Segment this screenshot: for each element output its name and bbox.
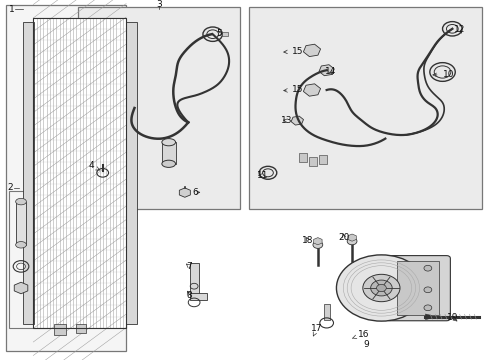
Text: 1: 1 (9, 4, 15, 13)
Bar (222, 32, 228, 36)
Circle shape (370, 280, 391, 296)
Circle shape (259, 166, 276, 179)
Ellipse shape (16, 242, 26, 248)
FancyBboxPatch shape (386, 256, 449, 321)
Text: 19: 19 (447, 313, 458, 323)
Polygon shape (425, 314, 430, 320)
Bar (23, 22, 34, 324)
Bar (318, 155, 326, 164)
Circle shape (423, 305, 431, 311)
Circle shape (423, 265, 431, 271)
Text: 8: 8 (186, 291, 192, 300)
Bar (76, 324, 85, 333)
Bar (9, 191, 48, 328)
Text: 4: 4 (88, 161, 100, 170)
Bar (33, 18, 126, 328)
Bar (126, 22, 137, 324)
Text: 13: 13 (280, 116, 292, 125)
Text: 3: 3 (156, 0, 162, 9)
Circle shape (376, 284, 386, 292)
Bar (323, 304, 329, 320)
Text: 10: 10 (432, 71, 453, 79)
Text: 9: 9 (362, 341, 368, 349)
Bar (308, 157, 316, 166)
Text: 7: 7 (186, 262, 192, 271)
Bar (16, 202, 26, 245)
Bar (54, 324, 66, 335)
Ellipse shape (16, 198, 26, 205)
Circle shape (362, 274, 399, 302)
Circle shape (336, 255, 426, 321)
Circle shape (203, 27, 222, 41)
Bar (162, 142, 176, 164)
Bar (249, 7, 481, 209)
Ellipse shape (162, 139, 175, 146)
Text: 18: 18 (302, 236, 313, 245)
Text: 11: 11 (256, 171, 267, 180)
Text: 2: 2 (8, 183, 14, 192)
Circle shape (423, 287, 431, 293)
Text: 6: 6 (192, 188, 199, 197)
Text: 12: 12 (453, 25, 464, 34)
Text: 15: 15 (283, 47, 303, 56)
Text: 20: 20 (338, 233, 349, 242)
Bar (299, 153, 306, 162)
Text: 15: 15 (283, 85, 303, 94)
Circle shape (429, 63, 454, 81)
Circle shape (312, 241, 322, 248)
Ellipse shape (162, 160, 175, 167)
Bar (33, 18, 126, 328)
Bar (396, 261, 438, 315)
Text: 14: 14 (325, 68, 336, 77)
Circle shape (442, 22, 461, 36)
Text: 5: 5 (216, 30, 222, 39)
Bar (78, 7, 239, 209)
Circle shape (346, 238, 356, 245)
Text: 16: 16 (351, 330, 368, 339)
Bar (6, 5, 125, 351)
Text: 17: 17 (310, 324, 322, 336)
Bar (189, 293, 206, 300)
Bar (189, 263, 198, 295)
